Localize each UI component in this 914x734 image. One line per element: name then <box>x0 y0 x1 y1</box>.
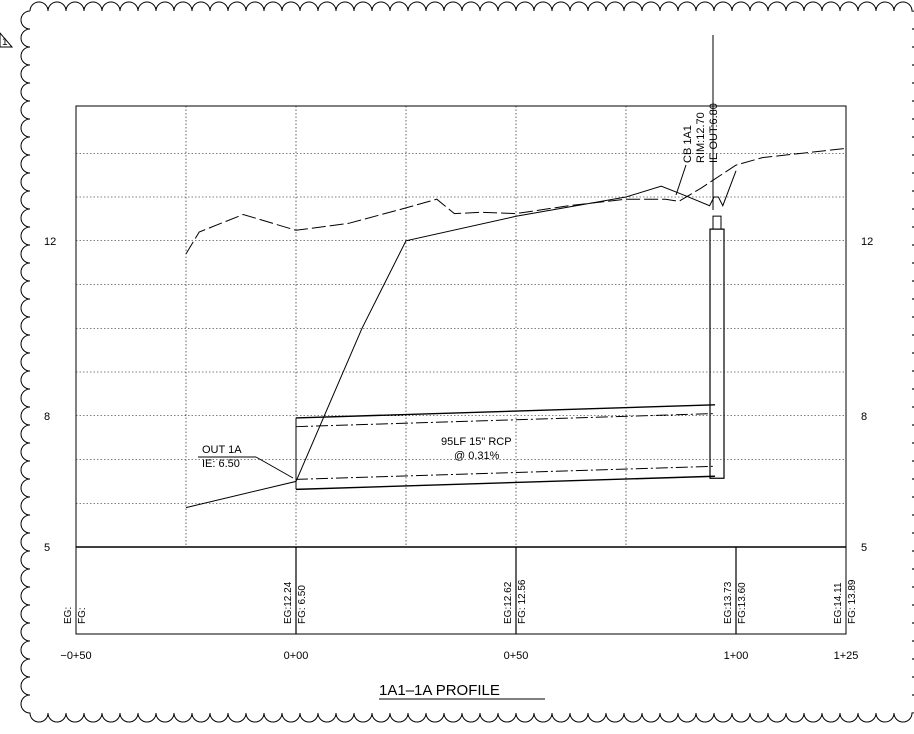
outfall-annotation: OUT 1A IE: 6.50 <box>198 444 294 479</box>
pipe-slope-label: @ 0.31% <box>454 450 500 462</box>
y-tick-label-left: 5 <box>44 542 50 554</box>
x-tick-label: 1+00 <box>724 650 749 662</box>
grid-frame <box>75 105 847 635</box>
pipe-outer-top <box>295 404 716 419</box>
grid <box>75 105 847 635</box>
station-eg-label: EG:14.11 <box>833 582 844 624</box>
pipe-label: 95LF 15" RCP <box>441 436 512 448</box>
revision-cloud <box>20 1 914 723</box>
station-fg-label: FG: <box>77 607 88 624</box>
cloud-outline <box>20 1 914 723</box>
outfall-invert-label: IE: 6.50 <box>202 458 240 470</box>
basin-annotation: CB 1A1 RIM:12.70 IE OUT:6.80 <box>675 35 720 210</box>
revision-number: 1 <box>2 37 8 48</box>
basin-invert-label: IE OUT:6.80 <box>708 103 720 163</box>
station-eg-label: EG:13.73 <box>723 581 734 624</box>
basin-name-label: CB 1A1 <box>682 125 694 163</box>
basin-rim-label: RIM:12.70 <box>695 112 707 163</box>
station-fg-label: FG: 6.50 <box>297 585 308 624</box>
outfall-label: OUT 1A <box>202 444 242 456</box>
station-fg-label: FG:13.60 <box>737 582 748 624</box>
x-tick-label: 1+25 <box>834 650 859 662</box>
y-tick-label-right: 12 <box>861 236 873 248</box>
station-fg-label: FG: 13.89 <box>847 579 858 624</box>
x-tick-label: −0+50 <box>60 650 91 662</box>
y-tick-label-left: 12 <box>44 236 56 248</box>
existing-grade-line <box>185 147 847 255</box>
station-eg-label: EG:12.62 <box>503 581 514 624</box>
y-axis-labels: 12 12 8 8 5 5 <box>44 236 873 554</box>
catch-basin-cb-1a1 <box>709 215 725 479</box>
profile-title: 1A1–1A PROFILE <box>379 682 545 700</box>
basin-structure <box>709 228 725 479</box>
pipe-15-rcp <box>295 404 716 491</box>
y-tick-label-right: 8 <box>861 411 867 423</box>
x-axis-labels: −0+50 0+00 0+50 1+00 1+25 <box>60 650 858 662</box>
title-text: 1A1–1A PROFILE <box>379 682 500 699</box>
station-eg-label: EG: <box>63 607 74 624</box>
x-tick-label: 0+00 <box>284 650 309 662</box>
station-eg-label: EG:12.24 <box>283 581 294 624</box>
x-tick-label: 0+50 <box>504 650 529 662</box>
pipe-inner-bottom <box>295 465 716 480</box>
station-fg-label: FG: 12.56 <box>517 579 528 624</box>
basin-grate <box>712 215 722 230</box>
station-elevation-labels: EG: FG: EG:12.24 FG: 6.50 EG:12.62 FG: 12.56 E… <box>63 579 858 624</box>
y-tick-label-right: 5 <box>861 542 867 554</box>
revision-triangle-icon: 1 <box>0 32 14 48</box>
y-tick-label-left: 8 <box>44 411 50 423</box>
pipe-annotation: 95LF 15" RCP @ 0.31% <box>441 436 512 462</box>
pipe-inner-top <box>295 413 716 428</box>
finished-grade-line <box>185 170 737 509</box>
pipe-outer-bottom <box>295 475 716 491</box>
